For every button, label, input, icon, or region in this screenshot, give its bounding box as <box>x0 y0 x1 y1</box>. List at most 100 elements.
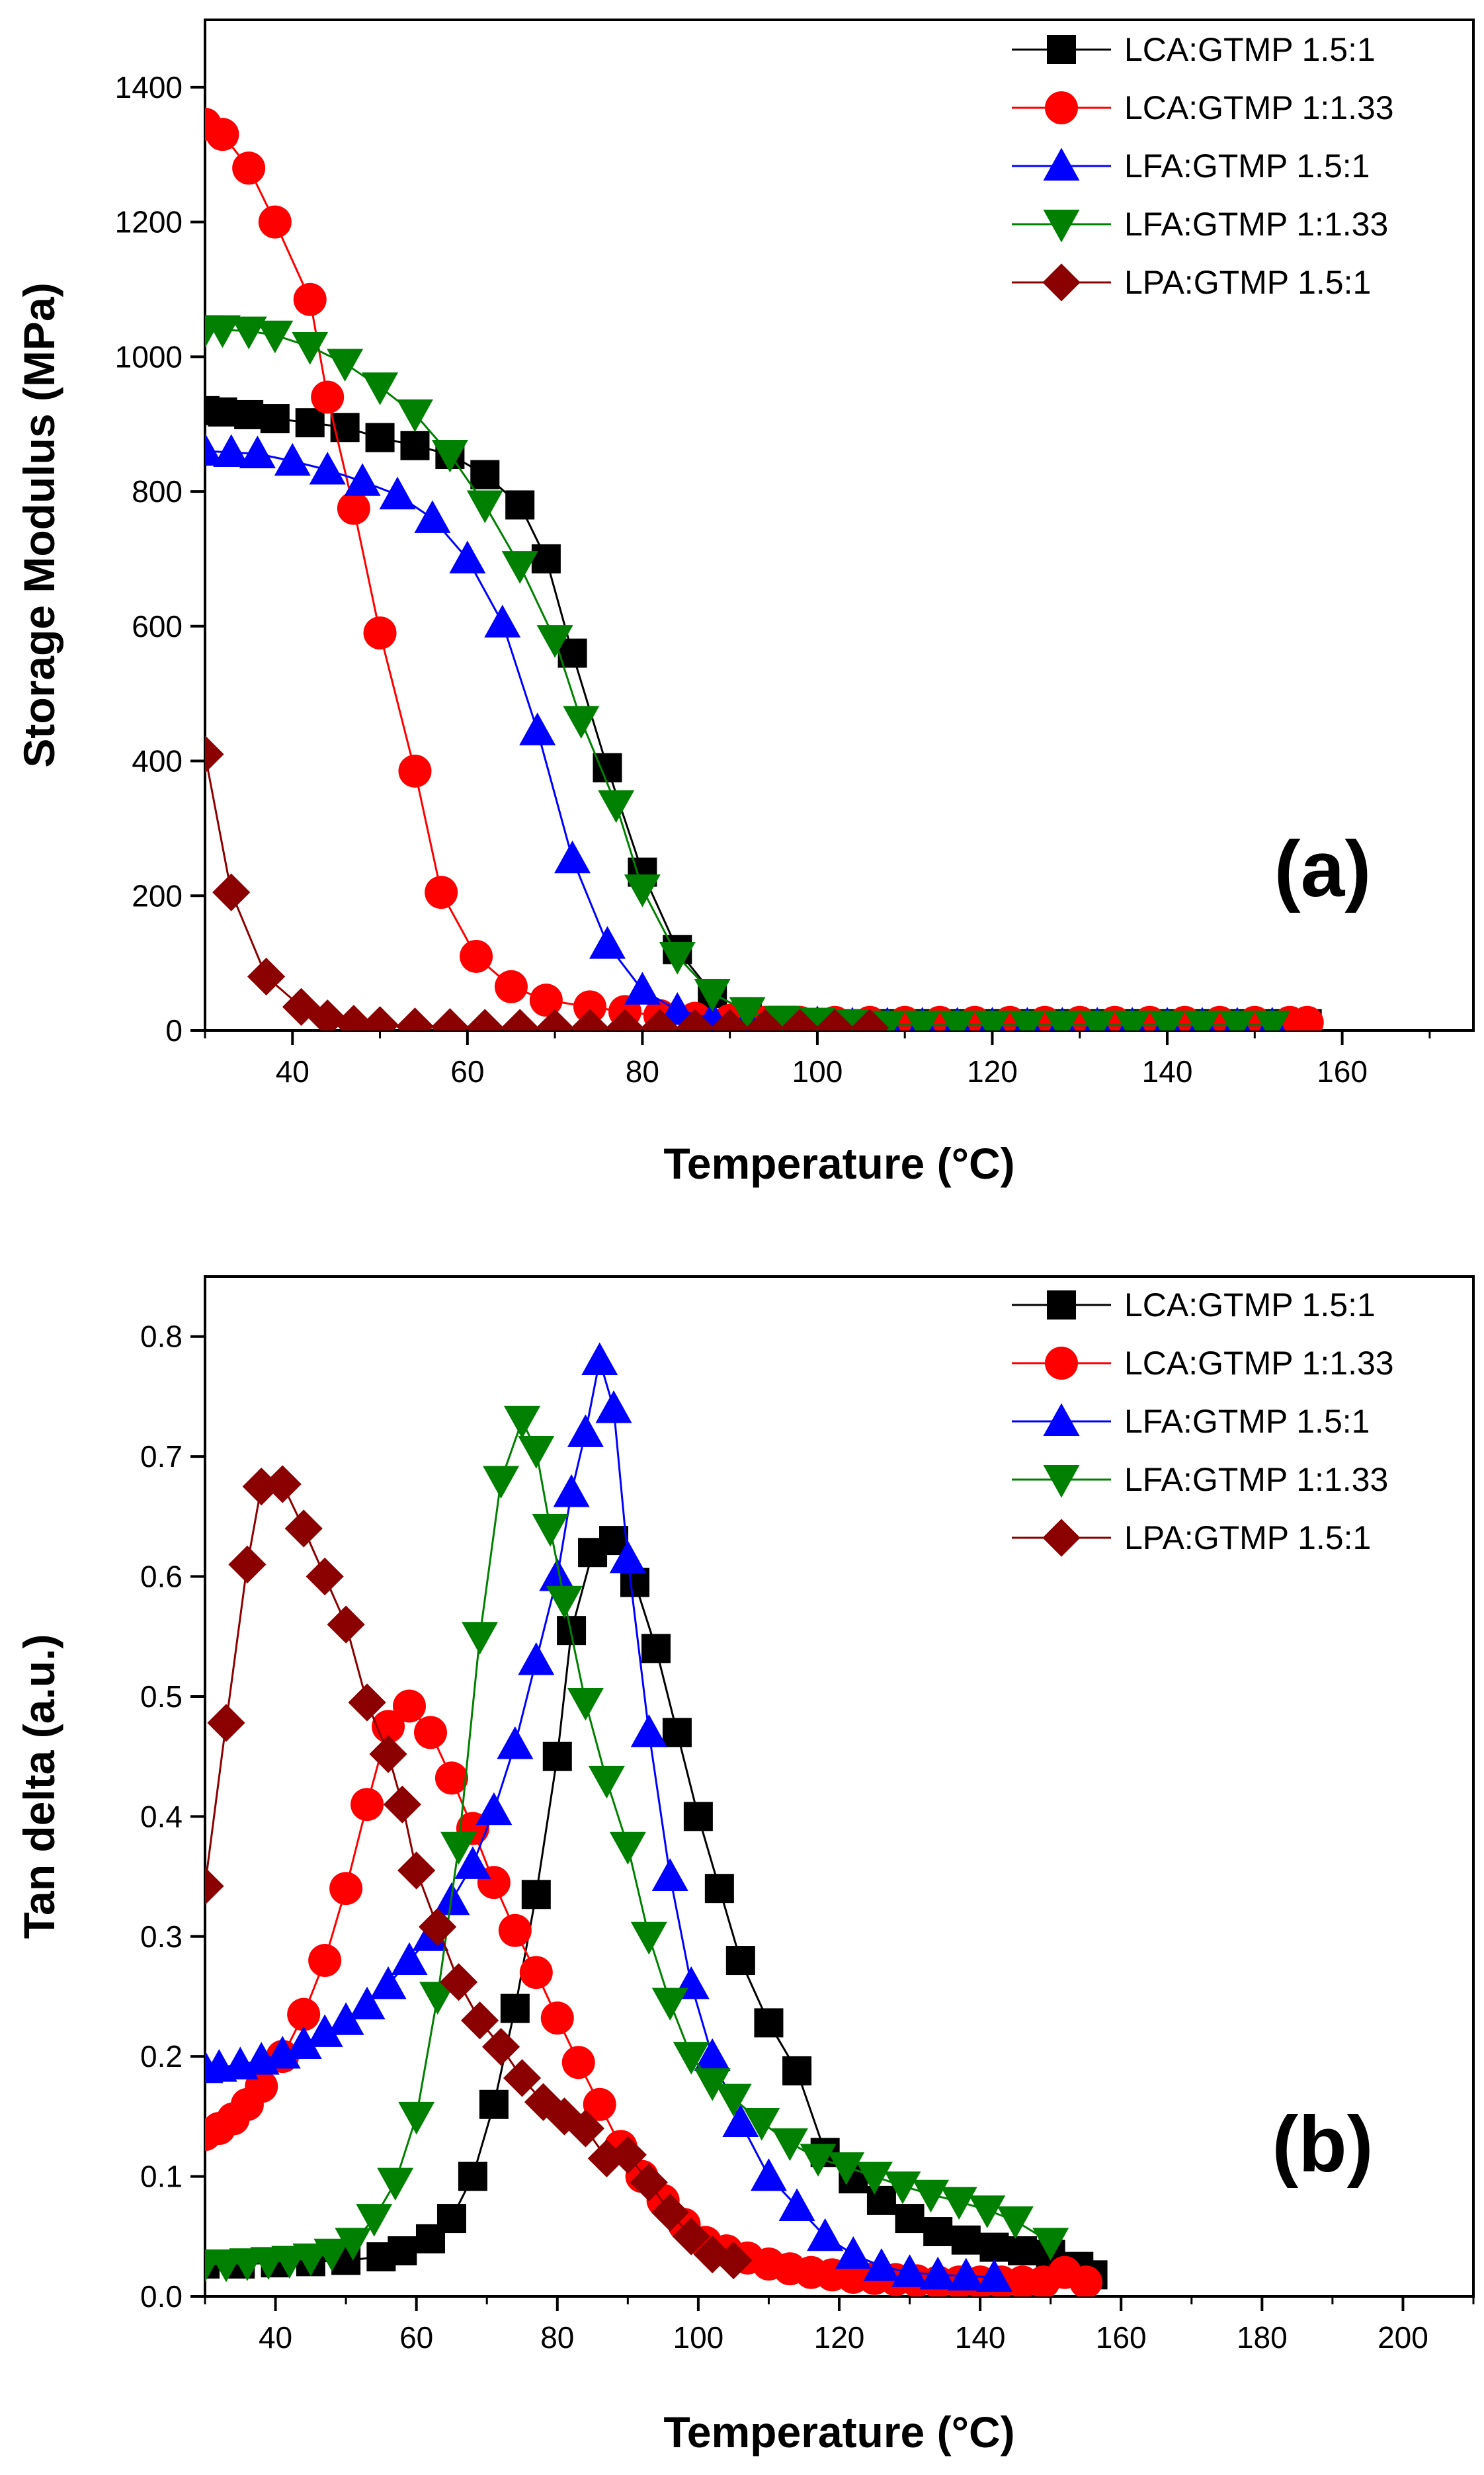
data-point <box>397 1851 436 1890</box>
data-point <box>335 2228 372 2261</box>
data-point <box>383 1785 421 1824</box>
data-point <box>583 2087 616 2121</box>
data-point <box>212 873 251 911</box>
data-point <box>518 1436 555 1469</box>
y-tick-label: 400 <box>132 744 183 778</box>
y-tick-label: 1200 <box>115 205 183 239</box>
data-point <box>239 435 276 469</box>
series-line <box>205 123 1307 1024</box>
legend-marker <box>1045 1347 1078 1380</box>
data-point <box>659 941 696 975</box>
data-point <box>449 540 486 573</box>
data-point <box>651 2193 689 2232</box>
y-axis-title: Storage Modulus (MPa) <box>15 282 63 767</box>
data-point <box>350 1788 384 1822</box>
x-tick-label: 80 <box>626 1054 659 1089</box>
data-point <box>694 978 731 1012</box>
data-point <box>263 1465 302 1503</box>
data-point <box>466 490 503 523</box>
data-point <box>393 1689 427 1723</box>
data-point <box>400 431 430 460</box>
data-point <box>641 1634 671 1663</box>
data-point <box>1290 1005 1324 1030</box>
data-point <box>282 987 321 1026</box>
data-point <box>460 939 493 973</box>
data-point <box>1149 1010 1186 1030</box>
data-point <box>500 1993 530 2023</box>
data-point <box>440 1831 477 1865</box>
data-point <box>395 1007 434 1030</box>
series-line <box>205 450 1272 1027</box>
data-point <box>609 1540 646 1573</box>
data-point <box>536 625 573 658</box>
x-tick-label: 60 <box>450 1054 484 1089</box>
data-point <box>979 2232 1009 2262</box>
data-point <box>815 1009 854 1030</box>
data-point <box>589 926 626 959</box>
data-point <box>483 1466 520 1499</box>
legend-label: LCA:GTMP 1.5:1 <box>1124 31 1376 68</box>
y-tick-label: 0.2 <box>140 2039 183 2074</box>
data-point <box>554 840 591 874</box>
data-point <box>313 2238 350 2272</box>
y-tick-label: 200 <box>132 878 183 913</box>
data-point <box>536 1009 574 1030</box>
data-point <box>764 1005 801 1030</box>
data-point <box>306 1557 344 1596</box>
data-point <box>659 991 696 1025</box>
data-point <box>975 2259 1012 2292</box>
data-point <box>436 2204 466 2234</box>
legend-label: LFA:GTMP 1:1.33 <box>1124 206 1388 243</box>
data-point <box>683 1802 713 1831</box>
series-line <box>205 1360 995 2279</box>
data-point <box>904 1010 941 1030</box>
data-point <box>1009 1010 1046 1030</box>
data-point <box>470 460 500 489</box>
legend-label: LCA:GTMP 1:1.33 <box>1124 89 1394 126</box>
y-tick-label: 1400 <box>115 70 183 105</box>
data-point <box>414 500 451 533</box>
data-point <box>362 372 399 405</box>
data-point <box>850 1009 889 1030</box>
y-tick-label: 0.8 <box>140 1320 183 1354</box>
data-point <box>327 2002 364 2035</box>
data-point <box>207 1704 245 1742</box>
data-point <box>494 970 528 1003</box>
y-tick-label: 0.7 <box>140 1439 183 1474</box>
data-point <box>1008 2236 1038 2266</box>
data-point <box>462 1622 499 1655</box>
data-point <box>799 1007 836 1030</box>
x-tick-label: 160 <box>1317 1054 1368 1089</box>
data-point <box>360 1006 399 1030</box>
legend-label: LPA:GTMP 1.5:1 <box>1124 1519 1371 1556</box>
data-point <box>807 2218 844 2251</box>
data-point <box>349 1986 386 2020</box>
data-point <box>505 490 535 520</box>
data-point <box>973 1010 1010 1030</box>
data-point <box>529 984 563 1017</box>
data-point <box>567 1414 604 1447</box>
data-point <box>292 2243 329 2277</box>
data-point <box>704 1874 734 1904</box>
y-tick-label: 0.0 <box>140 2279 183 2314</box>
data-point <box>398 754 432 788</box>
data-point <box>940 2187 977 2220</box>
data-point <box>630 1714 667 1747</box>
x-tick-label: 140 <box>1142 1054 1193 1089</box>
x-tick-label: 40 <box>259 2320 292 2355</box>
data-point <box>1219 1010 1256 1030</box>
x-tick-label: 80 <box>540 2320 574 2355</box>
data-point <box>419 1982 456 2015</box>
panel-a-storage-modulus: 40 60 80 100 120 140 160 0 200 400 600 800 1000 1200 1… <box>15 19 1475 1188</box>
data-point <box>694 2068 731 2101</box>
data-point <box>258 205 292 239</box>
data-point <box>566 2109 604 2148</box>
data-point <box>1069 2265 1102 2296</box>
data-point <box>743 2107 780 2141</box>
x-tick-label: 140 <box>955 2320 1006 2355</box>
data-point <box>425 876 458 909</box>
data-point <box>651 1988 688 2021</box>
data-point <box>828 2152 865 2185</box>
legend: LCA:GTMP 1.5:1 LCA:GTMP 1:1.33 LFA:GTMP 1.… <box>1012 1286 1394 1557</box>
